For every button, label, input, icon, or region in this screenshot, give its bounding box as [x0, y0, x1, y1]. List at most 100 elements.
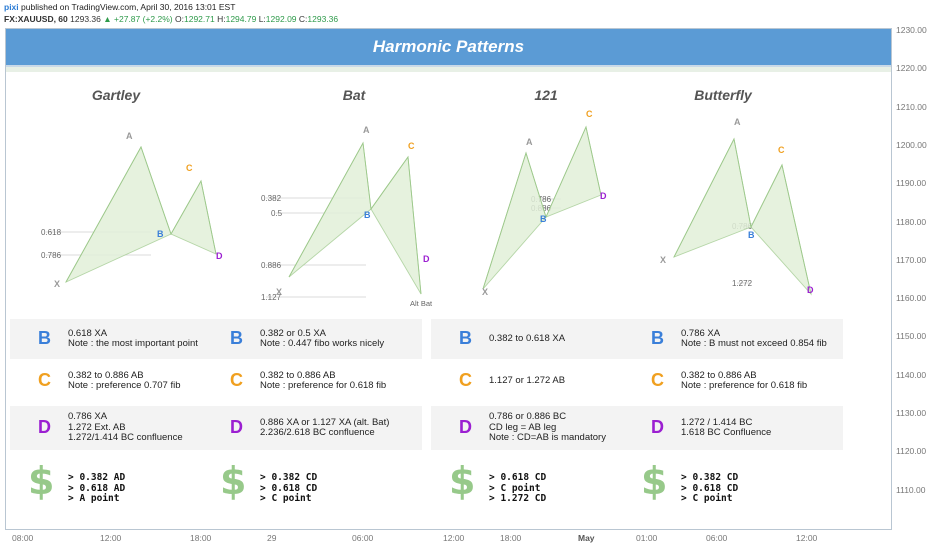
price-change: ▲ +27.87 (+2.2%) — [103, 14, 173, 24]
rule-text: 0.382 or 0.5 XA Note : 0.447 fibo works … — [260, 327, 385, 349]
publish-text: published on TradingView.com, April 30, … — [21, 2, 236, 12]
fib-label: 0.618 — [41, 228, 62, 237]
pattern-title: Bat — [342, 87, 366, 103]
pattern-legs — [65, 145, 217, 283]
high-label: H: — [217, 14, 226, 24]
point-letter-d: D — [459, 417, 472, 437]
point-letter-b: B — [38, 328, 51, 348]
point-letter-c: C — [651, 370, 664, 390]
point-label-c: C — [586, 109, 593, 119]
low-value: 1292.09 — [265, 14, 297, 24]
point-label-a: A — [734, 117, 741, 127]
rule-row-c: C 0.382 to 0.886 AB Note : preference for… — [623, 361, 843, 401]
chart-pane[interactable]: Harmonic Patterns 0.618 0.786 X A B C D 0.382 0.… — [5, 28, 892, 530]
pattern-legs — [673, 137, 812, 295]
rule-row-d: D 0.786 XA 1.272 Ext. AB 1.272/1.414 BC c… — [10, 406, 230, 450]
price-tick: 1230.00 — [896, 25, 927, 35]
open-value: 1292.71 — [183, 14, 215, 24]
fib-label: 0.786 — [41, 251, 62, 260]
harmonic-drawings: 0.6180.786XABCD0.3820.50.8861.127XABCDAl… — [41, 109, 814, 308]
point-label-a: A — [363, 125, 370, 135]
dollar-icon: $ — [220, 459, 247, 503]
pattern-title: Butterfly — [694, 87, 752, 103]
point-letter-c: C — [230, 370, 243, 390]
price-tick: 1220.00 — [896, 63, 927, 74]
pattern-title: 121 — [534, 87, 558, 103]
symbol-info: FX:XAUUSD, 60 1293.36 ▲ +27.87 (+2.2%) O… — [4, 14, 338, 24]
point-label-d: D — [807, 285, 814, 295]
time-tick: 08:00 — [12, 533, 34, 543]
price-tick: 1190.00 — [896, 178, 927, 189]
price-tick: 1140.00 — [896, 369, 927, 380]
banner-underline — [6, 67, 891, 72]
price-tick: 1120.00 — [896, 446, 927, 457]
time-tick: 12:00 — [443, 533, 465, 543]
price-tick: 1200.00 — [896, 139, 927, 150]
dollar-icon: $ — [28, 459, 55, 503]
point-label-x: X — [482, 287, 488, 297]
rule-text: 1.127 or 1.272 AB — [489, 374, 566, 386]
close-value: 1293.36 — [307, 14, 339, 24]
rule-text: 0.618 XA Note : the most important point — [68, 327, 198, 349]
symbol-label[interactable]: FX:XAUUSD, 60 — [4, 14, 68, 24]
pattern-title: Gartley — [91, 87, 141, 103]
bcd-triangle — [370, 155, 422, 295]
dollar-icon: $ — [449, 459, 476, 503]
point-label-d: D — [423, 254, 430, 264]
fib-label: 0.382 — [261, 194, 282, 203]
profit-targets: > 0.382 CD > 0.618 CD > C point — [681, 472, 739, 504]
rule-row-d: D 0.786 or 0.886 BC CD leg = AB leg Note … — [431, 406, 651, 450]
time-tick: May — [578, 533, 595, 543]
pattern-legs — [482, 125, 602, 290]
point-label-b: B — [364, 210, 371, 220]
point-label-b: B — [748, 230, 755, 240]
rule-text: 1.272 / 1.414 BC 1.618 BC Confluence — [681, 416, 772, 438]
rule-text: 0.886 XA or 1.127 XA (alt. Bat) 2.236/2.… — [260, 416, 390, 438]
point-label-x: X — [54, 279, 60, 289]
price-axis[interactable]: 1230.00 1220.00 1210.00 1200.00 1190.00 1180.… — [890, 25, 932, 528]
time-tick: 06:00 — [352, 533, 374, 543]
rule-text: 0.382 to 0.886 AB Note : preference 0.70… — [68, 369, 181, 391]
price-tick: 1150.00 — [896, 331, 927, 342]
point-letter-d: D — [651, 417, 664, 437]
point-letter-c: C — [38, 370, 51, 390]
point-label-a: A — [526, 137, 533, 147]
rule-row-c: C 0.382 to 0.886 AB Note : preference for… — [202, 361, 422, 401]
last-price: 1293.36 — [70, 14, 101, 24]
title-banner: Harmonic Patterns — [6, 29, 891, 68]
low-label: L: — [258, 14, 266, 24]
time-tick: 06:00 — [706, 533, 728, 543]
fib-label: 0.786 — [531, 195, 552, 204]
time-tick: 01:00 — [636, 533, 658, 543]
xab-triangle — [673, 137, 752, 258]
price-tick: 1170.00 — [896, 254, 927, 265]
alt-bat-label: Alt Bat — [410, 299, 433, 308]
point-label-x: X — [660, 255, 666, 265]
rule-row-d: D 1.272 / 1.414 BC 1.618 BC Confluence — [623, 406, 843, 450]
rule-text: 0.382 to 0.886 AB Note : preference for … — [260, 369, 387, 391]
rule-text: 0.786 XA 1.272 Ext. AB 1.272/1.414 BC co… — [68, 411, 183, 444]
rule-row-c: C 1.127 or 1.272 AB — [431, 361, 651, 401]
point-letter-b: B — [230, 328, 243, 348]
price-tick: 1180.00 — [896, 216, 927, 227]
rule-row-b: B 0.382 to 0.618 XA — [431, 319, 651, 359]
pattern-legs — [288, 141, 422, 295]
publisher-name[interactable]: pixi — [4, 2, 19, 12]
point-label-b: B — [540, 214, 547, 224]
price-tick: 1160.00 — [896, 293, 927, 304]
xab-triangle — [64, 145, 172, 283]
point-label-c: C — [778, 145, 785, 155]
rule-row-d: D 0.886 XA or 1.127 XA (alt. Bat) 2.236/2… — [202, 406, 422, 450]
point-letter-d: D — [230, 417, 243, 437]
price-tick: 1110.00 — [896, 484, 926, 495]
dollar-icon: $ — [641, 459, 668, 503]
high-value: 1294.79 — [225, 14, 257, 24]
price-tick: 1130.00 — [896, 408, 927, 418]
point-letter-b: B — [651, 328, 664, 348]
publish-info: pixi published on TradingView.com, April… — [4, 2, 235, 12]
point-letter-c: C — [459, 370, 472, 390]
point-label-c: C — [408, 141, 415, 151]
point-label-a: A — [126, 131, 133, 141]
point-label-x: X — [276, 287, 282, 297]
time-tick: 18:00 — [190, 533, 212, 543]
